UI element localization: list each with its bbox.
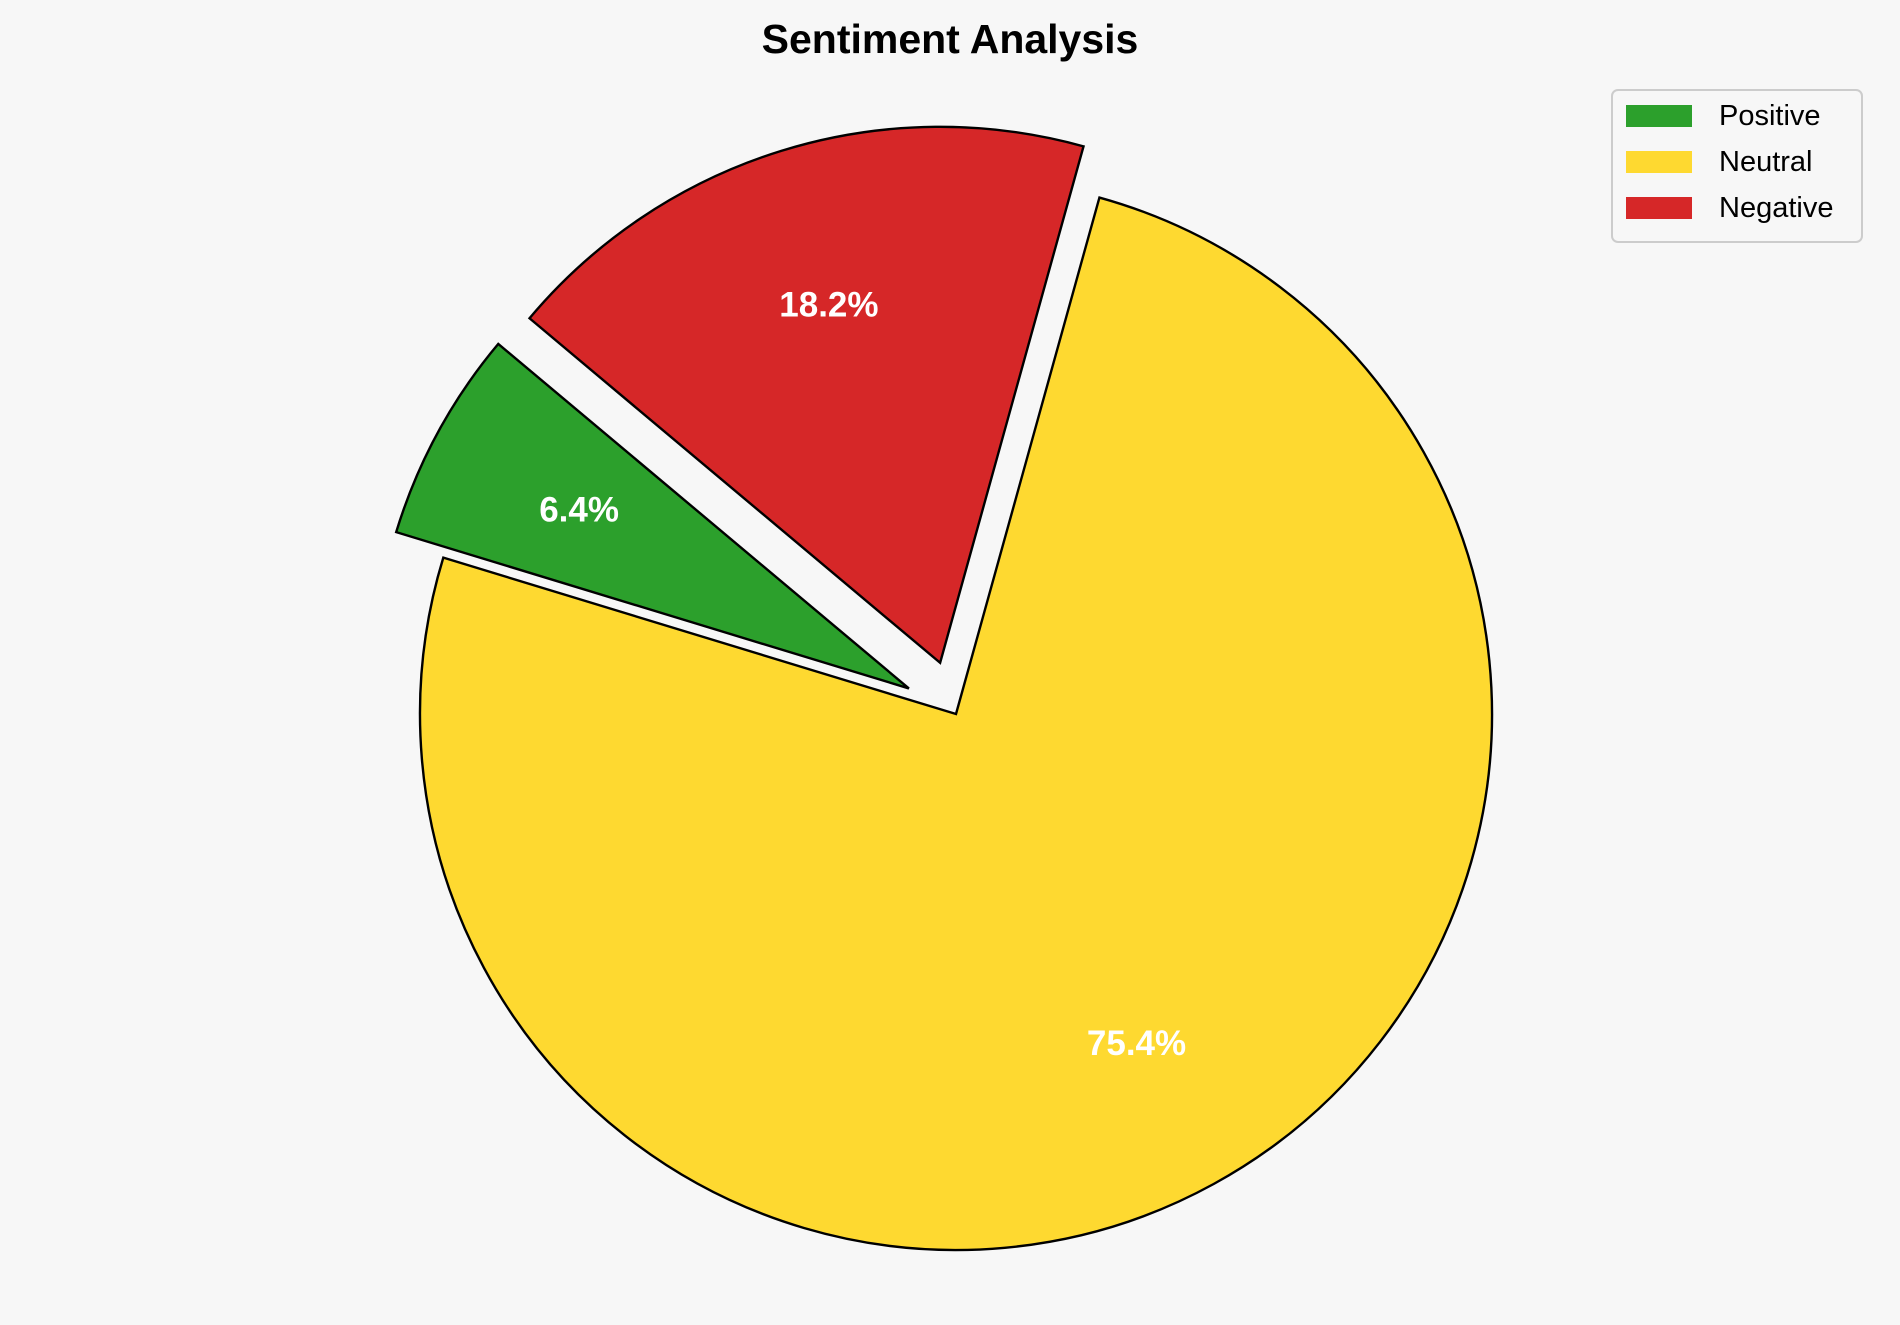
legend-label-neutral: Neutral [1719,146,1813,178]
legend-swatch-negative [1626,197,1692,219]
pie-value-label-negative: 18.2% [779,285,878,324]
legend-swatch-neutral [1626,151,1692,173]
pie-value-label-neutral: 75.4% [1087,1024,1186,1063]
legend-label-negative: Negative [1719,192,1833,224]
pie-wedges [394,125,1494,1252]
pie-slice-positive [394,342,910,690]
pie-value-label-positive: 6.4% [539,491,619,530]
chart-title: Sentiment Analysis [762,16,1139,62]
pie-value-labels: 6.4% 75.4% 18.2% [539,285,1186,1062]
pie-slice-negative [527,125,1086,665]
legend-swatch-positive [1626,105,1692,127]
pie-slice-neutral [418,196,1494,1252]
legend-label-positive: Positive [1719,100,1821,132]
legend: Positive Neutral Negative [1611,89,1863,243]
